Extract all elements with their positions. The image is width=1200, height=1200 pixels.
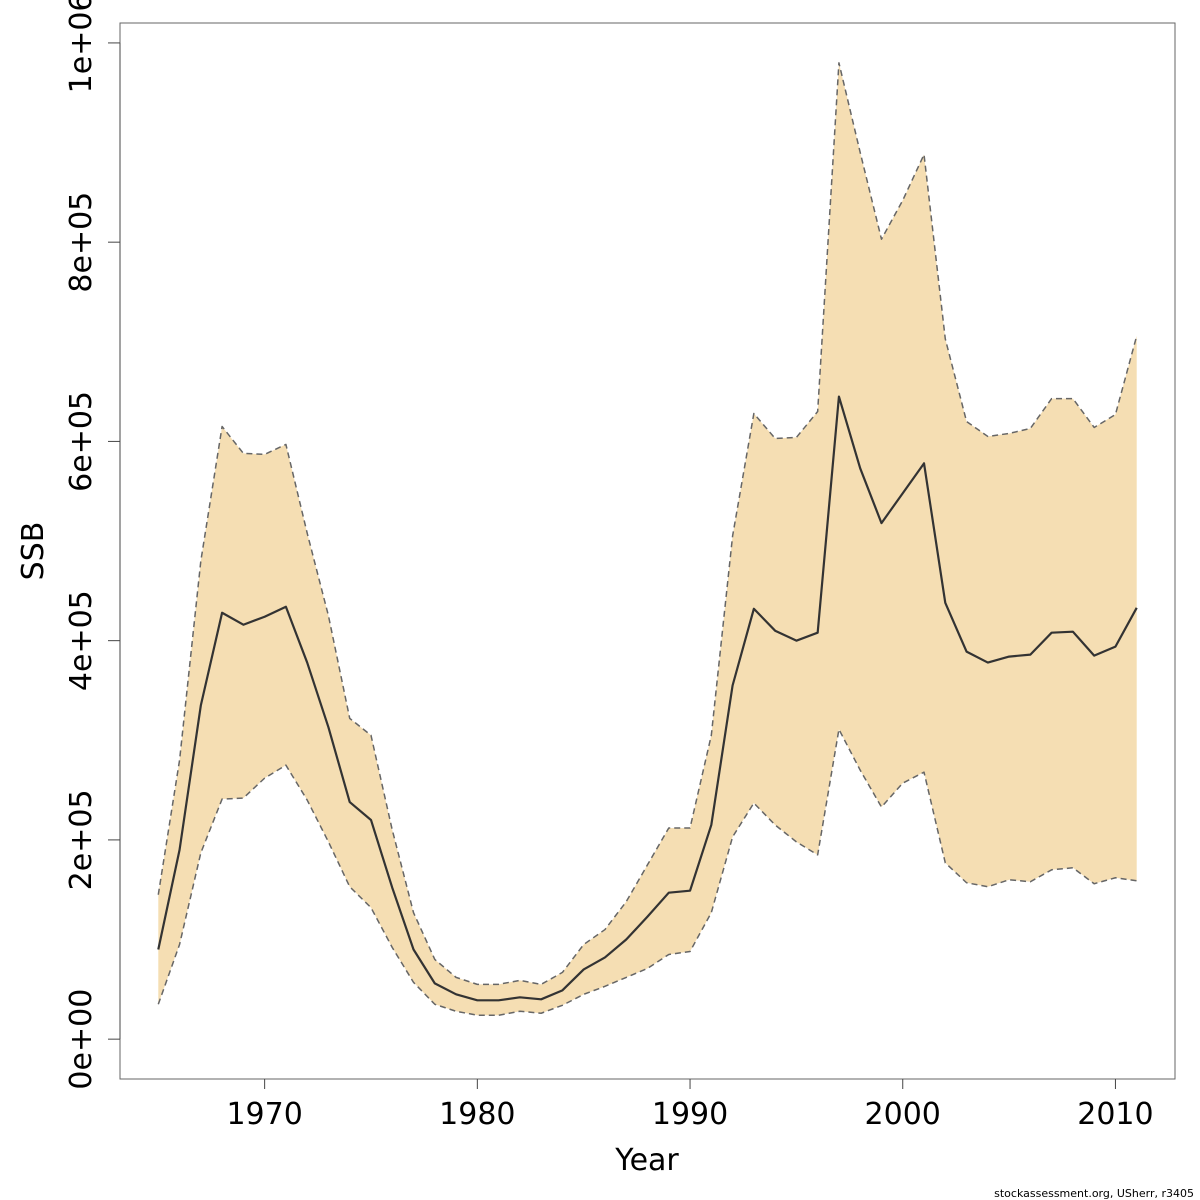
x-tick-label: 2000 bbox=[865, 1097, 941, 1132]
upper-bound-line bbox=[157, 62, 1138, 986]
plot-area bbox=[157, 62, 1138, 1016]
y-tick-label: 4e+05 bbox=[64, 590, 99, 691]
x-tick-label: 1980 bbox=[439, 1097, 515, 1132]
x-axis: 1970 1980 1990 2000 2010 bbox=[226, 1079, 1154, 1132]
x-tick-label: 1970 bbox=[226, 1097, 302, 1132]
y-tick-label: 8e+05 bbox=[64, 192, 99, 293]
y-tick-label: 6e+05 bbox=[64, 391, 99, 492]
y-tick-label: 1e+06 bbox=[64, 0, 99, 93]
x-tick-label: 1990 bbox=[652, 1097, 728, 1132]
confidence-band bbox=[158, 62, 1137, 1016]
credit-text: stockassessment.org, USherr, r3405 bbox=[994, 1187, 1194, 1200]
x-axis-title: Year bbox=[614, 1143, 679, 1178]
y-axis-title: SSB bbox=[16, 522, 51, 581]
y-axis: 0e+00 2e+05 4e+05 6e+05 8e+05 1e+06 bbox=[64, 0, 121, 1090]
y-tick-label: 0e+00 bbox=[64, 989, 99, 1090]
x-tick-label: 2010 bbox=[1077, 1097, 1153, 1132]
ssb-estimate-line bbox=[157, 395, 1138, 1002]
lower-bound-line bbox=[157, 728, 1137, 1016]
y-tick-label: 2e+05 bbox=[64, 789, 99, 890]
